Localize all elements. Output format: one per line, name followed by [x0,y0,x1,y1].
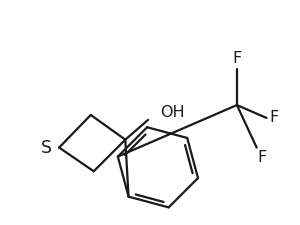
Text: F: F [257,150,266,165]
Text: F: F [270,110,279,125]
Text: OH: OH [160,104,184,119]
Text: S: S [41,139,52,157]
Text: F: F [232,51,242,66]
